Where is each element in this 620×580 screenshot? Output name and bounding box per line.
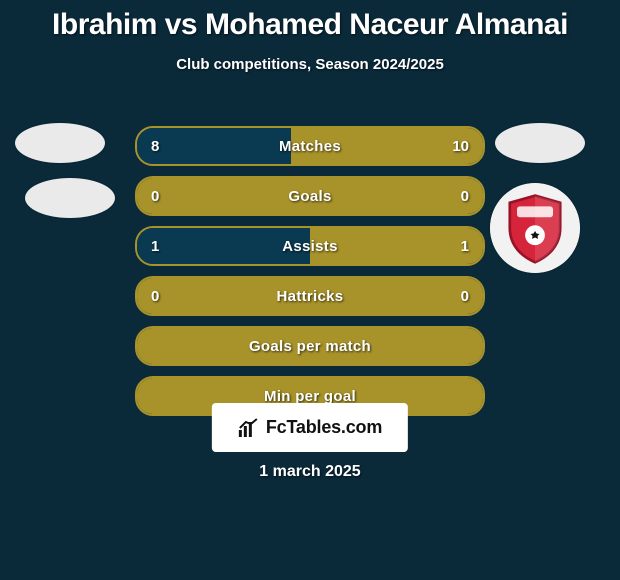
stats-rows: 810Matches 00Goals 11Assists 00Hattricks Goa… [135,126,485,426]
stat-row: Goals per match [135,326,485,366]
page-title: Ibrahim vs Mohamed Naceur Almanai [0,8,620,42]
stat-label: Goals [137,178,483,214]
footer-date: 1 march 2025 [0,463,620,481]
stat-row: 00Hattricks [135,276,485,316]
player-right-flag [495,123,585,163]
stat-label: Hattricks [137,278,483,314]
stat-label: Assists [137,228,483,264]
branding-badge: FcTables.com [212,403,408,452]
branding-text: FcTables.com [266,417,382,438]
stat-row: 00Goals [135,176,485,216]
player-left-club [25,178,115,218]
player-left-flag [15,123,105,163]
page-subtitle: Club competitions, Season 2024/2025 [0,56,620,73]
stat-label: Goals per match [137,328,483,364]
stat-row: 810Matches [135,126,485,166]
chart-icon [238,418,258,438]
stat-row: 11Assists [135,226,485,266]
player-right-club-logo [490,183,580,273]
stat-label: Matches [137,128,483,164]
